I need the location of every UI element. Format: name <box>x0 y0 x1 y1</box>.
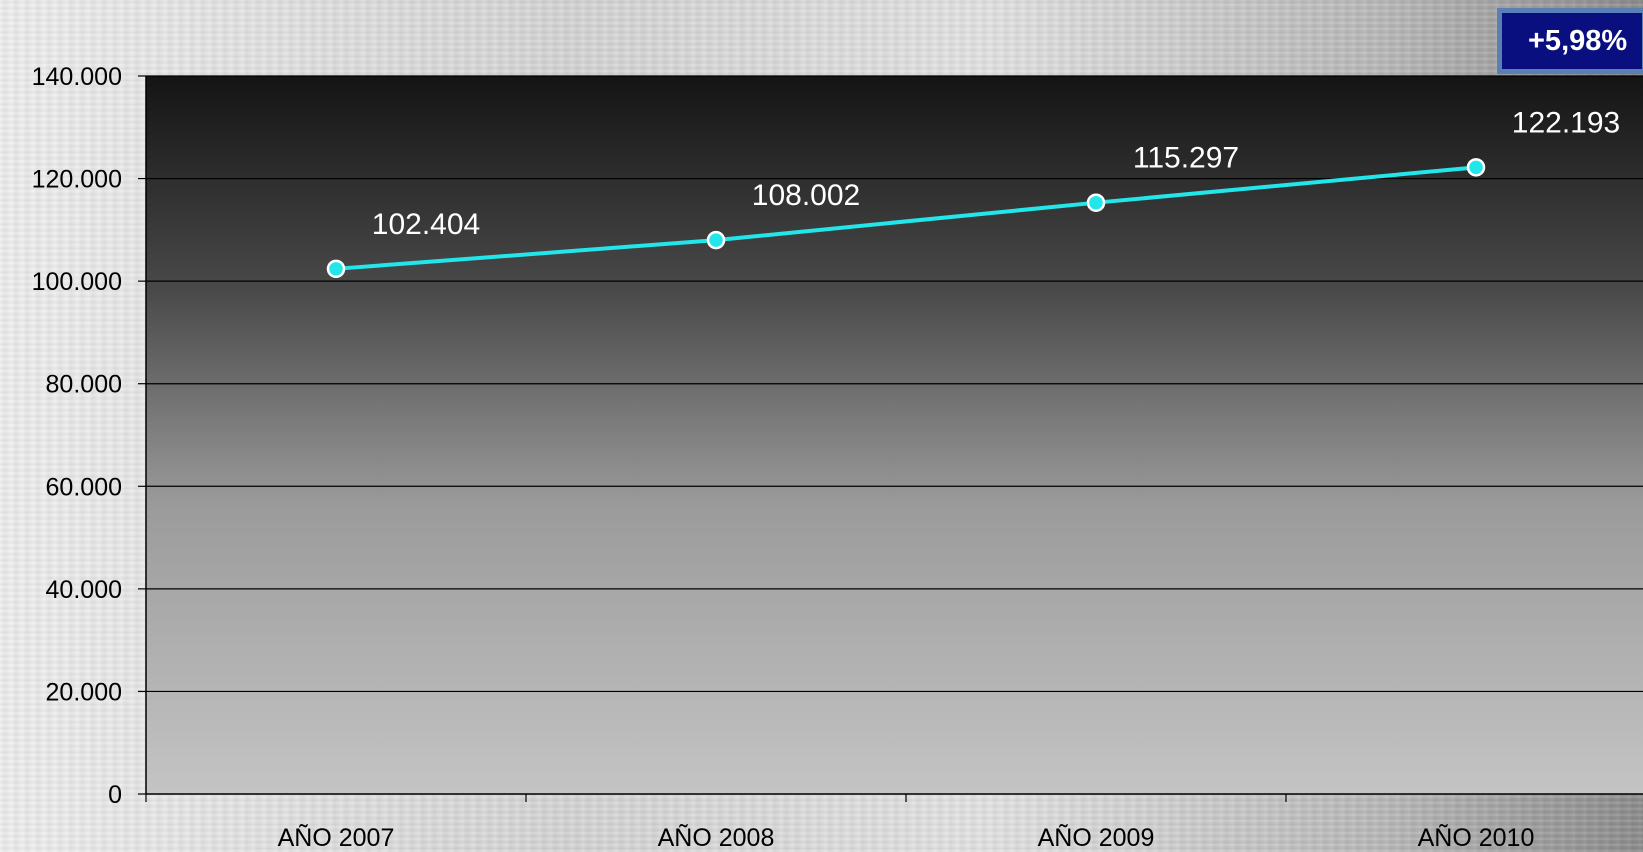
y-axis-ticks: 0 20.000 40.000 60.000 80.000 100.000 120.000 1… <box>32 63 146 809</box>
data-point <box>1086 193 1106 212</box>
series-line <box>335 165 1477 271</box>
y-tick-label: 140.000 <box>32 63 122 91</box>
y-tick-label: 100.000 <box>32 268 122 296</box>
data-label: 115.297 <box>1133 142 1239 175</box>
axes <box>145 76 1643 795</box>
growth-badge-text: +5,98% <box>1528 24 1628 57</box>
x-tick-label: AÑO 2008 <box>658 823 775 852</box>
data-labels: 102.404 108.002 115.297 122.193 <box>372 106 1620 240</box>
x-tick-label: AÑO 2010 <box>1418 823 1535 852</box>
y-tick-label: 20.000 <box>46 678 122 706</box>
growth-badge: +5,98% <box>1497 8 1643 74</box>
y-tick-label: 80.000 <box>46 371 122 399</box>
x-tick-label: AÑO 2007 <box>278 823 395 852</box>
data-label: 108.002 <box>752 179 860 212</box>
data-label: 122.193 <box>1512 106 1620 139</box>
gridlines <box>146 75 1643 693</box>
x-axis-ticks: AÑO 2007 AÑO 2008 AÑO 2009 AÑO 2010 <box>145 794 1535 852</box>
series-group <box>326 158 1486 279</box>
y-tick-label: 120.000 <box>32 166 122 194</box>
data-point <box>326 259 346 279</box>
data-point <box>706 230 726 250</box>
y-tick-label: 60.000 <box>46 473 122 501</box>
plot-area <box>146 76 1643 794</box>
y-tick-label: 0 <box>108 781 122 809</box>
y-tick-label: 40.000 <box>46 576 122 604</box>
data-label: 102.404 <box>372 208 480 241</box>
x-tick-label: AÑO 2009 <box>1038 823 1155 852</box>
data-point <box>1466 158 1486 177</box>
